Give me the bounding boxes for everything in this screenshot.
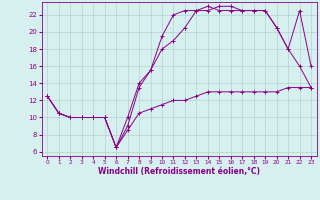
X-axis label: Windchill (Refroidissement éolien,°C): Windchill (Refroidissement éolien,°C) xyxy=(98,167,260,176)
